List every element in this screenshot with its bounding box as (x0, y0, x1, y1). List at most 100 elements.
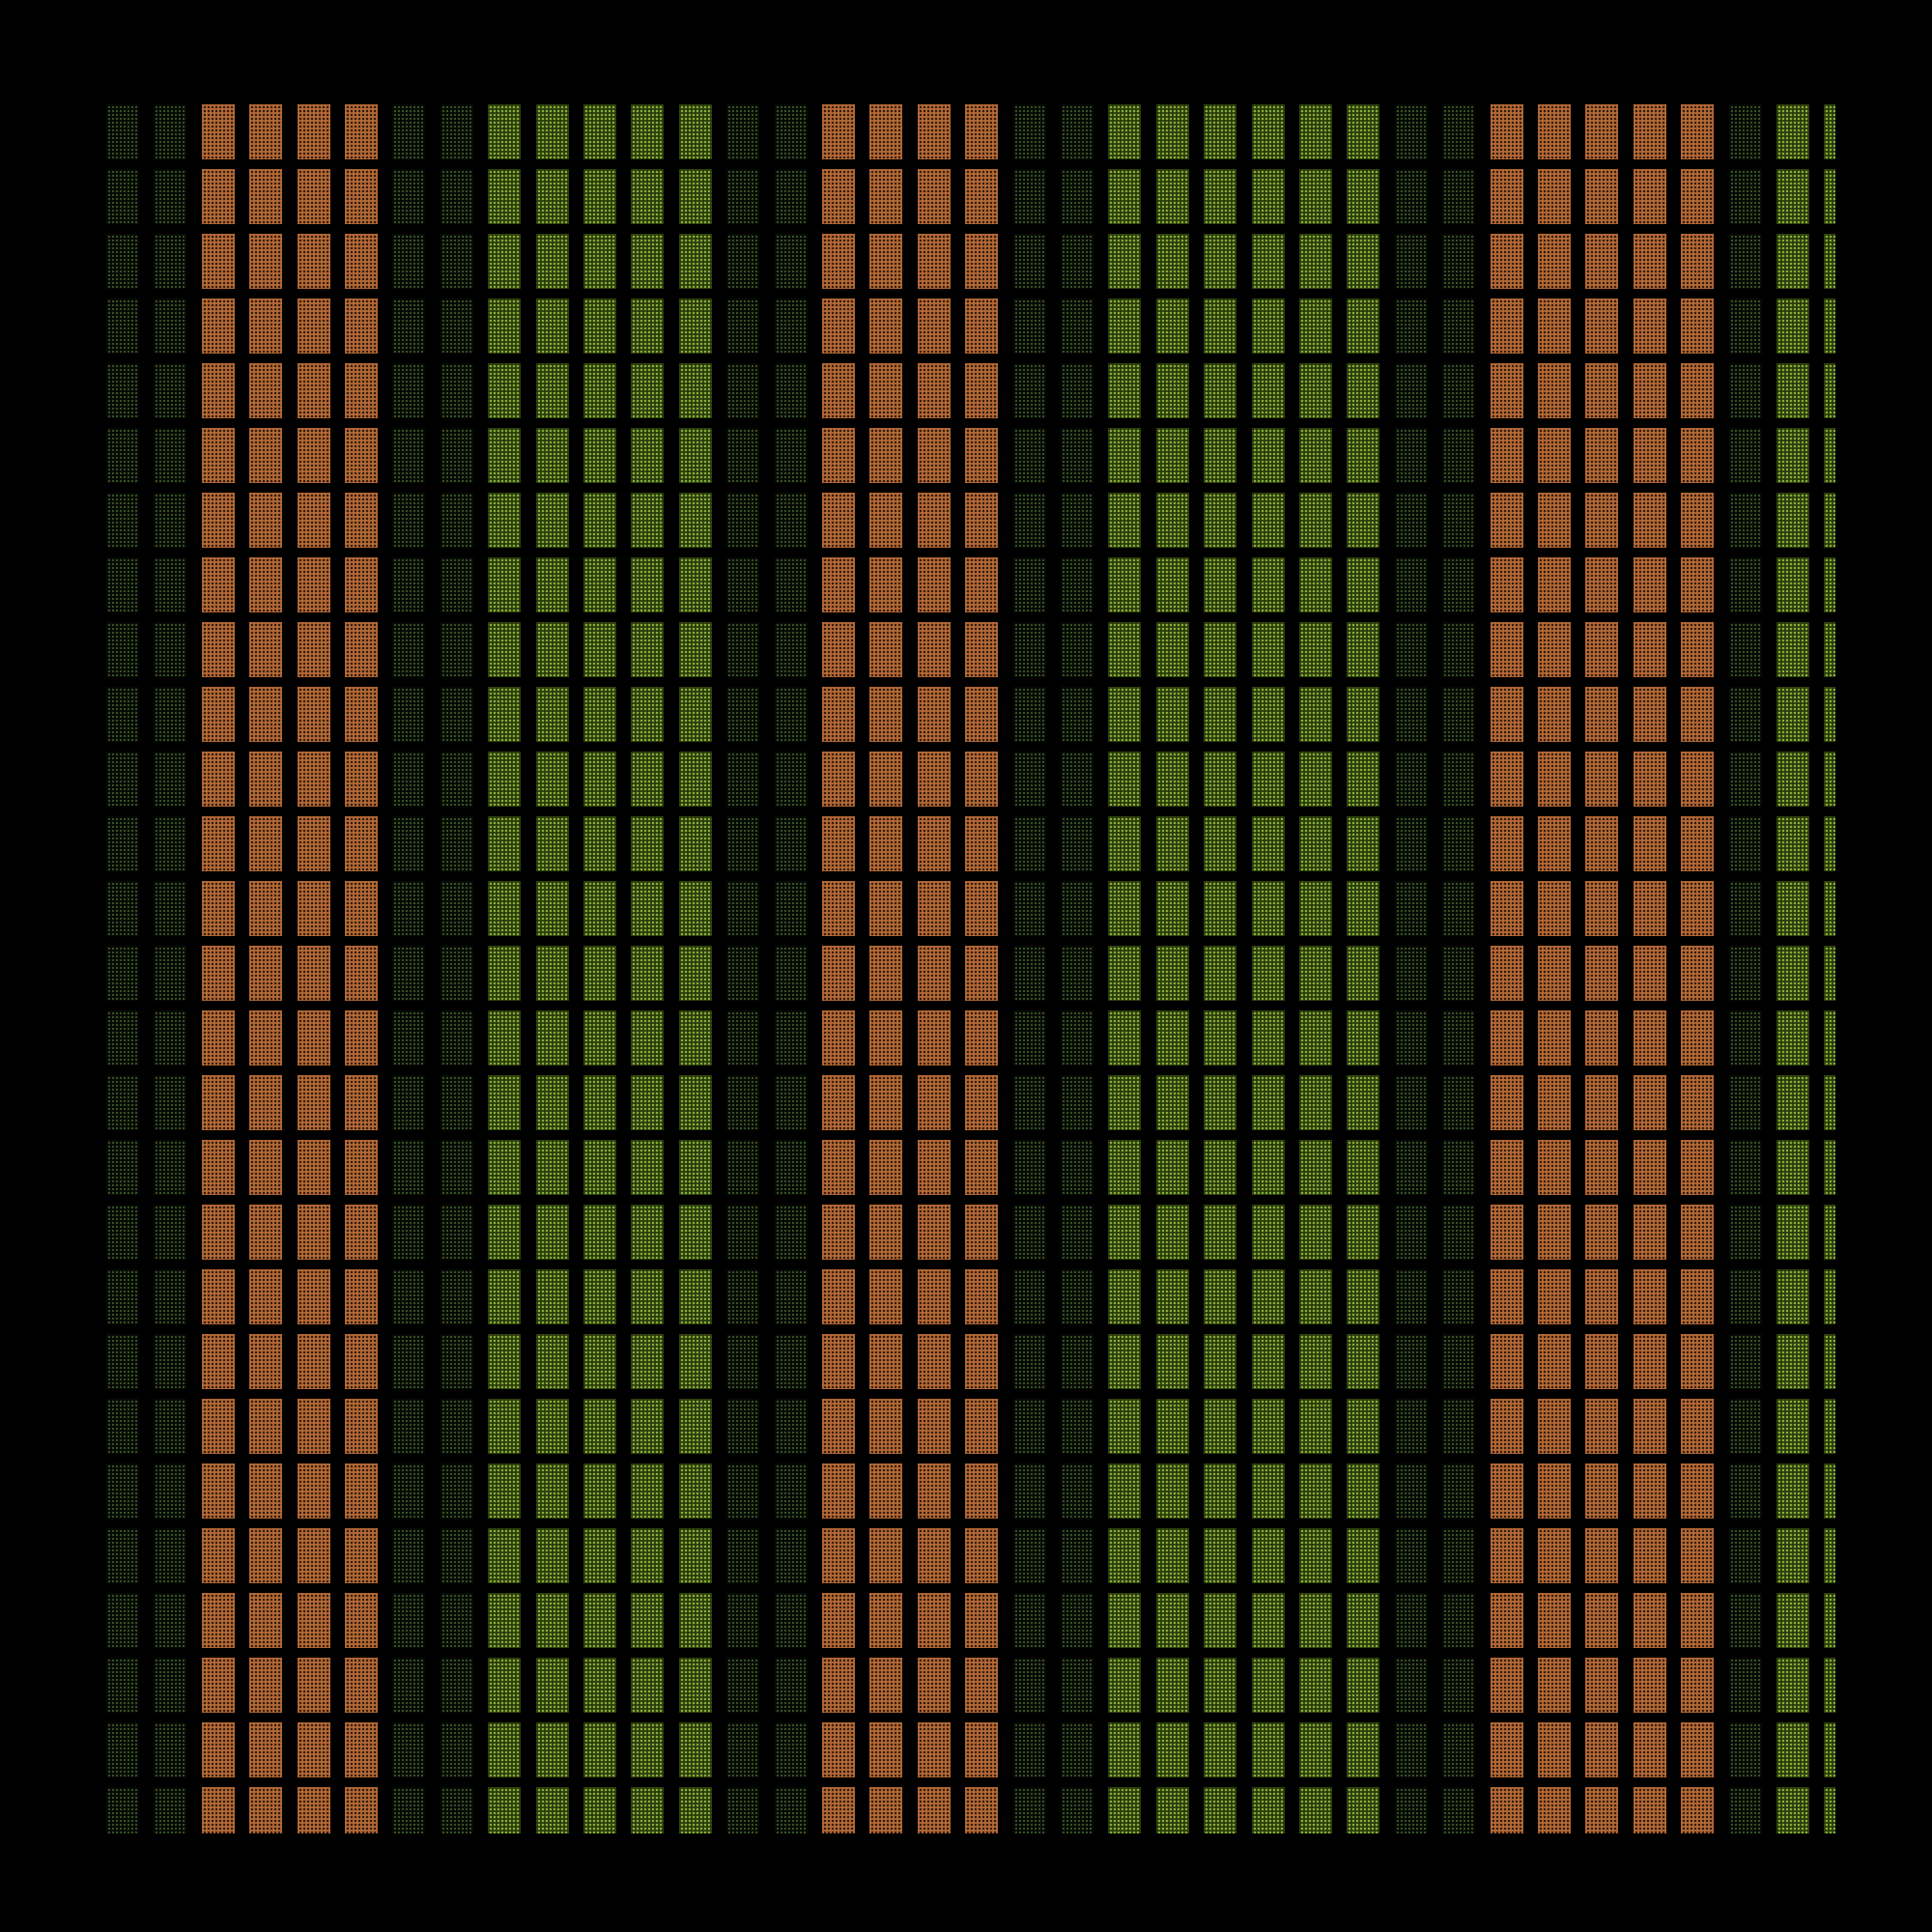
orange-tile (1633, 1075, 1666, 1130)
orange-tile (249, 1399, 283, 1454)
green-tile (631, 687, 665, 742)
green-tile (535, 1205, 569, 1260)
orange-tile (1538, 1399, 1571, 1454)
dark-tile (106, 169, 139, 224)
green-tile (1824, 752, 1835, 807)
orange-tile (822, 298, 855, 354)
dark-tile (726, 169, 760, 224)
dark-tile (1728, 946, 1762, 1001)
green-tile (583, 1334, 616, 1389)
green-tile (1299, 557, 1332, 612)
green-tile (1776, 1722, 1809, 1777)
dark-tile (1061, 1399, 1094, 1454)
green-tile (1204, 1269, 1237, 1324)
dark-tile (1012, 1528, 1046, 1583)
orange-tile (1490, 1787, 1523, 1833)
orange-tile (297, 1787, 330, 1833)
orange-tile (917, 557, 951, 612)
orange-tile (1538, 1463, 1571, 1519)
dark-tile (1061, 428, 1094, 483)
orange-tile (1585, 1334, 1619, 1389)
dark-tile (1012, 1075, 1046, 1130)
green-tile (1155, 1269, 1189, 1324)
green-tile (631, 946, 665, 1001)
orange-tile (1585, 1140, 1619, 1195)
dark-tile (106, 1787, 139, 1833)
orange-tile (1585, 946, 1619, 1001)
green-tile (1251, 493, 1285, 548)
orange-tile (1585, 752, 1619, 807)
dark-tile (1012, 234, 1046, 289)
green-tile (631, 1593, 665, 1648)
dark-tile (726, 752, 760, 807)
green-tile (1776, 752, 1809, 807)
green-tile (583, 557, 616, 612)
dark-tile (1728, 363, 1762, 418)
green-tile (1347, 234, 1380, 289)
dark-tile (726, 1334, 760, 1389)
green-tile (1299, 622, 1332, 677)
orange-tile (297, 1593, 330, 1648)
green-tile (488, 881, 522, 936)
green-tile (678, 1140, 712, 1195)
orange-tile (297, 946, 330, 1001)
green-tile (1108, 234, 1142, 289)
green-tile (1824, 1722, 1835, 1777)
green-tile (1251, 1269, 1285, 1324)
orange-tile (917, 169, 951, 224)
orange-tile (297, 363, 330, 418)
green-tile (1204, 881, 1237, 936)
dark-tile (154, 1205, 187, 1260)
dark-tile (392, 687, 426, 742)
orange-tile (345, 752, 378, 807)
orange-tile (201, 234, 235, 289)
green-tile (583, 1075, 616, 1130)
orange-tile (965, 1010, 999, 1065)
dark-tile (392, 752, 426, 807)
green-tile (631, 1075, 665, 1130)
green-tile (1824, 687, 1835, 742)
orange-tile (1490, 1010, 1523, 1065)
green-tile (1155, 363, 1189, 418)
dark-tile (1394, 1010, 1428, 1065)
dark-tile (1442, 622, 1476, 677)
green-tile (631, 1722, 665, 1777)
orange-tile (201, 1075, 235, 1130)
dark-tile (1728, 1463, 1762, 1519)
green-tile (1204, 1722, 1237, 1777)
green-tile (631, 493, 665, 548)
orange-tile (1633, 622, 1666, 677)
green-tile (1299, 1205, 1332, 1260)
green-tile (488, 1528, 522, 1583)
dark-tile (726, 1722, 760, 1777)
orange-tile (1633, 752, 1666, 807)
green-tile (1776, 428, 1809, 483)
dark-tile (1061, 1593, 1094, 1648)
dark-tile (774, 816, 808, 871)
dark-tile (392, 1593, 426, 1648)
green-tile (1204, 752, 1237, 807)
dark-tile (1442, 1399, 1476, 1454)
orange-tile (965, 1787, 999, 1833)
green-tile (488, 1334, 522, 1389)
dark-tile (1442, 881, 1476, 936)
green-tile (1347, 1075, 1380, 1130)
orange-tile (1681, 752, 1715, 807)
orange-tile (1585, 1205, 1619, 1260)
green-tile (1776, 1140, 1809, 1195)
orange-tile (1490, 622, 1523, 677)
dark-tile (392, 1722, 426, 1777)
orange-tile (1681, 493, 1715, 548)
dark-tile (1442, 1593, 1476, 1648)
orange-tile (822, 1593, 855, 1648)
green-tile (1108, 687, 1142, 742)
dark-tile (1728, 881, 1762, 936)
green-tile (1824, 881, 1835, 936)
orange-tile (1681, 1399, 1715, 1454)
green-tile (488, 1205, 522, 1260)
orange-tile (1633, 1787, 1666, 1833)
green-tile (1155, 1658, 1189, 1713)
dark-tile (1442, 363, 1476, 418)
green-tile (1347, 298, 1380, 354)
